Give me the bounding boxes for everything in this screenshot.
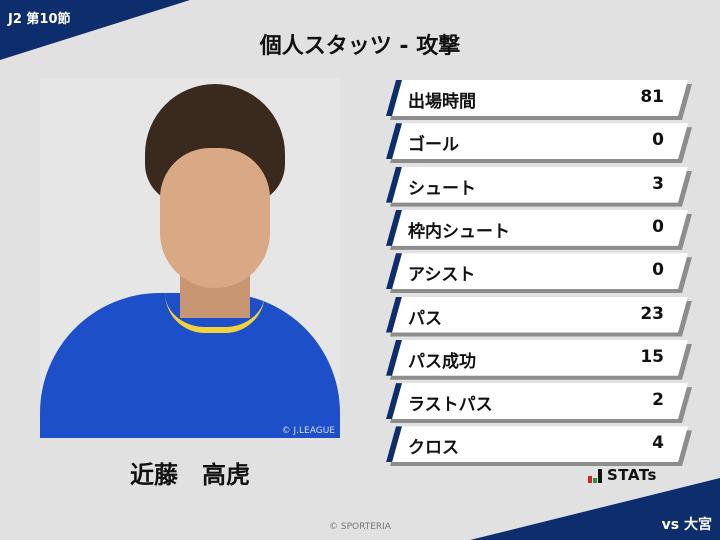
- stat-row: パス 23: [386, 296, 688, 333]
- stat-label: 出場時間: [408, 92, 476, 112]
- stat-value: 23: [640, 303, 664, 324]
- stat-label: パス成功: [408, 351, 476, 372]
- copyright: © SPORTERIA: [329, 522, 391, 532]
- stat-value: 4: [652, 433, 664, 454]
- stat-label: アシスト: [408, 265, 476, 286]
- stat-label: 枠内シュート: [408, 221, 510, 242]
- row-background: [386, 80, 688, 116]
- opponent-label: vs 大宮: [661, 517, 712, 533]
- stat-row: 出場時間 81: [386, 80, 688, 116]
- stat-label: ラストパス: [408, 395, 493, 416]
- face: [160, 148, 270, 288]
- row-background: [386, 297, 688, 333]
- stat-row: 枠内シュート 0: [386, 209, 688, 246]
- stat-value: 0: [652, 130, 664, 151]
- player-name: 近藤 高虎: [130, 461, 250, 489]
- stats-logo: STATs: [588, 468, 657, 483]
- row-background: [386, 383, 688, 419]
- stat-row: パス成功 15: [386, 339, 688, 376]
- stat-label: クロス: [408, 438, 459, 459]
- row-background: [386, 426, 688, 462]
- player-photo: © J.LEAGUE: [40, 78, 340, 438]
- page-title: 個人スタッツ - 攻撃: [259, 34, 461, 59]
- stat-value: 3: [652, 173, 664, 194]
- stats-logo-icon: [588, 469, 602, 483]
- stat-row: クロス 4: [386, 426, 688, 462]
- stat-row: アシスト 0: [386, 253, 688, 289]
- round-label: J2 第10節: [8, 12, 71, 27]
- stat-row: シュート 3: [386, 166, 688, 203]
- stats-logo-text: STATs: [607, 466, 657, 484]
- stat-label: ゴール: [408, 135, 459, 156]
- stat-value: 0: [652, 260, 664, 281]
- row-background: [386, 253, 688, 289]
- stat-value: 2: [652, 390, 664, 411]
- row-background: [386, 167, 688, 203]
- stat-value: 81: [640, 87, 664, 107]
- stat-value: 15: [640, 346, 664, 367]
- stat-label: パス: [408, 308, 442, 329]
- stat-row: ラストパス 2: [386, 383, 688, 419]
- stat-value: 0: [652, 216, 664, 237]
- collar: [165, 293, 265, 333]
- photo-credit: © J.LEAGUE: [281, 426, 335, 436]
- row-background: [386, 123, 688, 159]
- stat-row: ゴール 0: [386, 123, 688, 159]
- row-background: [386, 340, 688, 376]
- stat-label: シュート: [408, 178, 476, 199]
- row-background: [386, 210, 688, 246]
